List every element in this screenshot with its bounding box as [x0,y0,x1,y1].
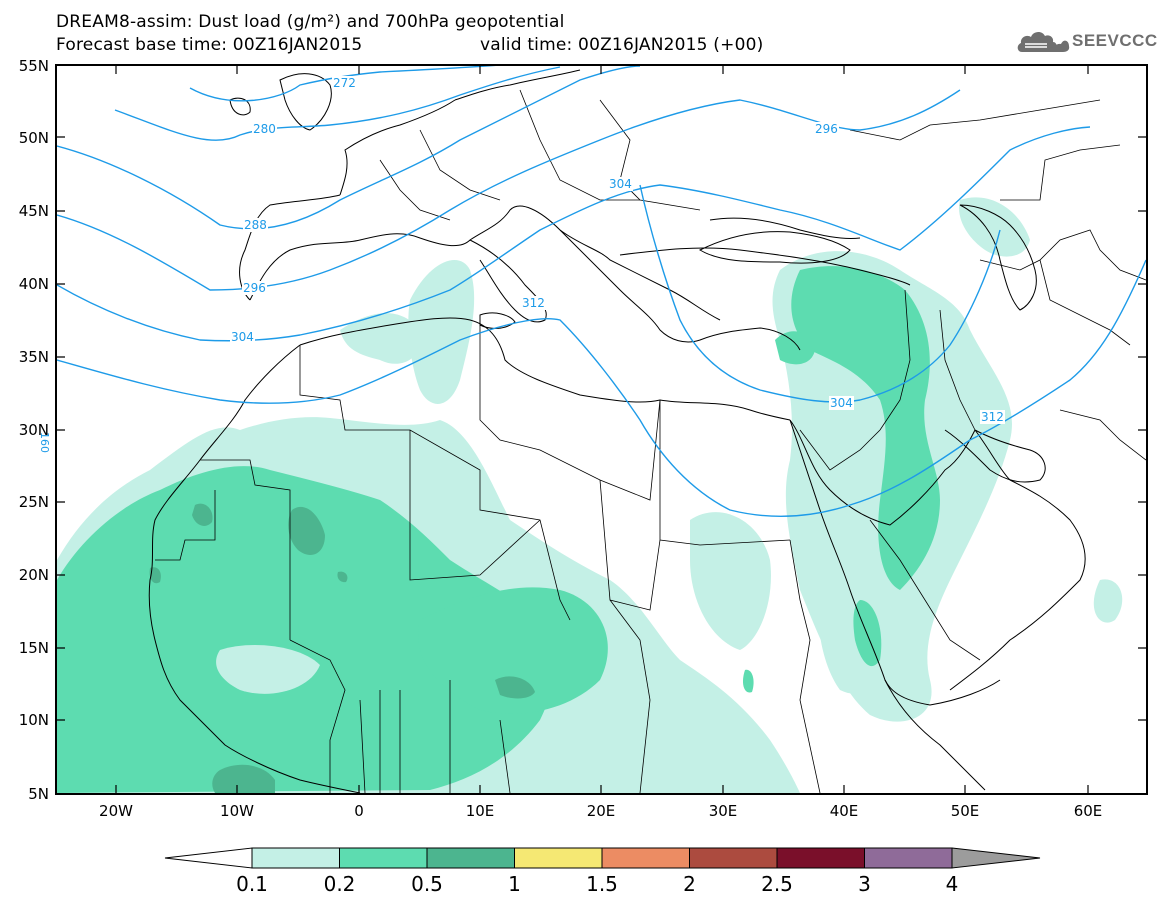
lat-label-20n: 20N [18,566,49,584]
dust-shading-dark [149,503,535,793]
base-time-text: Forecast base time: 00Z16JAN2015 [56,35,363,55]
seevccc-logo: SEEVCCC [1016,26,1158,56]
colorbar-level-label: 3 [858,872,871,896]
colorbar-level-label: 0.2 [323,872,356,896]
lat-label-15n: 15N [18,639,49,657]
lat-label-5n: 5N [28,785,49,803]
colorbar-box [864,847,953,869]
lon-label-30e: 30E [708,802,738,820]
lat-label-45n: 45N [18,202,49,220]
colorbar-box [339,847,428,869]
colorbar-level-label: 2 [683,872,696,896]
colorbar-box [514,847,603,869]
contour-label: 296 [242,281,267,295]
colorbar-box [776,847,865,869]
contour-label: 312 [521,296,546,310]
colorbar-box [689,847,778,869]
dust-map [57,66,1146,793]
lon-label-20e: 20E [586,802,616,820]
colorbar-boxes [164,847,1041,869]
colorbar-left-arrow [164,847,253,869]
title-line-2: Forecast base time: 00Z16JAN2015 valid ti… [56,35,763,55]
lon-label-60e: 60E [1073,802,1103,820]
colorbar-level-label: 2.5 [761,872,793,896]
lon-label-10w: 10W [220,802,254,820]
contour-label: 304 [230,330,255,344]
lat-label-50n: 50N [18,129,49,147]
valid-time-text: valid time: 00Z16JAN2015 (+00) [480,35,764,55]
lat-label-10n: 10N [18,711,49,729]
map-frame [55,64,1148,795]
contour-label: 304 [608,177,633,191]
lat-label-40n: 40N [18,275,49,293]
contour-label: 296 [814,122,839,136]
lat-label-25n: 25N [18,493,49,511]
lat-label-35n: 35N [18,348,49,366]
contour-label: 272 [332,76,357,90]
contour-label: 280 [252,122,277,136]
contour-label: 312 [980,410,1005,424]
lon-label-50e: 50E [950,802,980,820]
dust-shading-medium [57,266,940,793]
cloud-icon [1017,31,1070,52]
colorbar-right-arrow [951,847,1041,869]
colorbar-box [601,847,690,869]
lat-label-55n: 55N [18,57,49,75]
contour-label: 288 [243,218,268,232]
colorbar-level-label: 0.5 [411,872,443,896]
lon-label-10e: 10E [465,802,495,820]
colorbar-box [426,847,515,869]
lon-label-0: 0 [354,802,364,820]
title-line-1: DREAM8-assim: Dust load (g/m²) and 700hP… [56,12,565,32]
lat-label-30n: 30N [18,421,49,439]
colorbar-box [251,847,340,869]
lon-label-40e: 40E [829,802,859,820]
lon-label-20w: 20W [99,802,133,820]
colorbar-level-label: 4 [945,872,959,896]
colorbar-level-label: 1 [508,872,521,896]
colorbar-level-label: 1.5 [586,872,618,896]
frame-ticks [57,66,1146,793]
contour-label: 304 [829,396,854,410]
logo-text: SEEVCCC [1072,31,1158,50]
side-contour-label: 160 [38,432,51,453]
colorbar-level-label: 0.1 [236,872,268,896]
